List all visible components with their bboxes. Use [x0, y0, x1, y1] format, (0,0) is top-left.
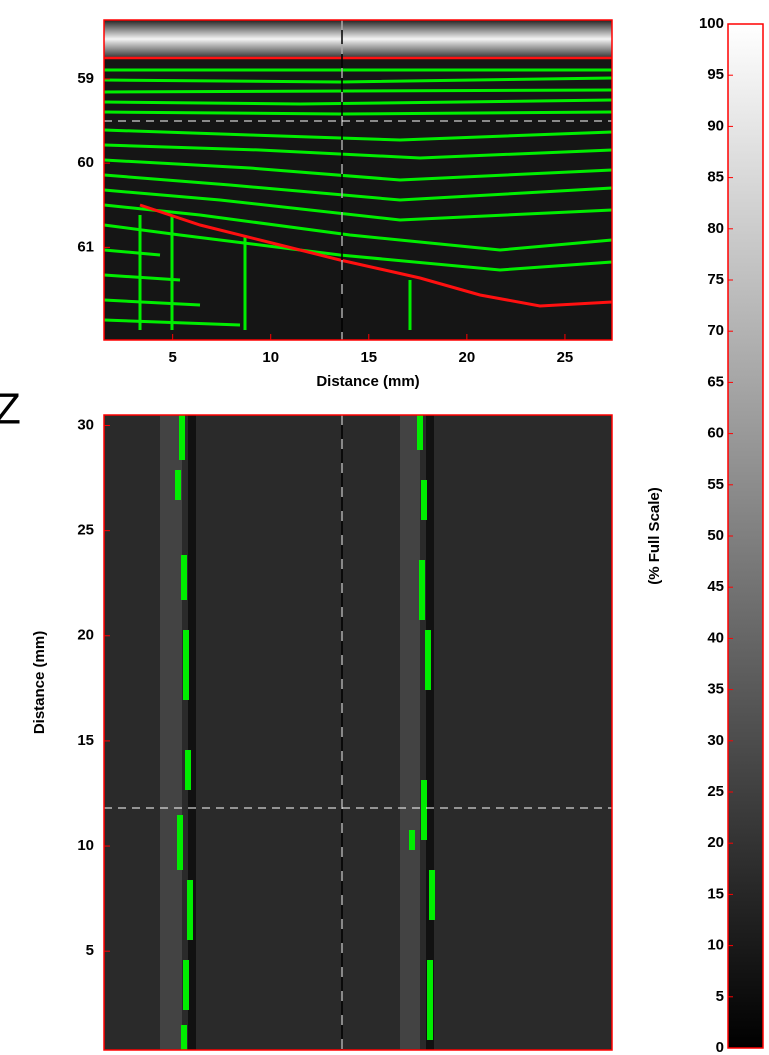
- colorbar-tick-label: 20: [707, 834, 724, 851]
- colorbar-tick-label: 15: [707, 885, 724, 902]
- y-tick-label: 60: [77, 154, 94, 171]
- colorbar-tick-label: 5: [716, 988, 724, 1005]
- y-axis-label: Distance (mm): [31, 631, 48, 734]
- colorbar-tick-label: 50: [707, 527, 724, 544]
- colorbar-tick-label: 100: [699, 15, 724, 32]
- y-tick-label: 25: [77, 522, 94, 539]
- colorbar-tick-label: 45: [707, 578, 724, 595]
- cscan-image: [104, 415, 612, 1050]
- plot-frame: [103, 414, 613, 1051]
- colorbar-label: (% Full Scale): [646, 487, 663, 585]
- colorbar-tick-label: 60: [707, 425, 724, 442]
- y-tick-label: 20: [77, 627, 94, 644]
- colorbar-tick-label: 35: [707, 681, 724, 698]
- colorbar-tick-label: 90: [707, 117, 724, 134]
- colorbar-tick-label: 0: [716, 1039, 724, 1055]
- colorbar-tick-label: 10: [707, 937, 724, 954]
- y-tick-label: 10: [77, 837, 94, 854]
- colorbar: [727, 23, 764, 1049]
- colorbar-tick-label: 30: [707, 732, 724, 749]
- plot-frame: [103, 19, 613, 341]
- x-tick-label: 10: [262, 349, 279, 366]
- x-tick-label: 25: [557, 349, 574, 366]
- y-tick-label: 61: [77, 238, 94, 255]
- colorbar-tick-label: 70: [707, 322, 724, 339]
- side-label: Z: [0, 385, 21, 434]
- colorbar-tick-label: 55: [707, 476, 724, 493]
- y-tick-label: 30: [77, 416, 94, 433]
- x-tick-label: 15: [360, 349, 377, 366]
- colorbar-tick-label: 85: [707, 169, 724, 186]
- colorbar-tick-label: 95: [707, 66, 724, 83]
- y-tick-label: 5: [86, 942, 94, 959]
- colorbar-tick-label: 25: [707, 783, 724, 800]
- x-tick-label: 5: [168, 349, 176, 366]
- y-tick-label: 59: [77, 70, 94, 87]
- colorbar-tick-label: 65: [707, 373, 724, 390]
- y-tick-label: 15: [77, 732, 94, 749]
- bscan-image: [103, 20, 613, 340]
- colorbar-tick-label: 40: [707, 629, 724, 646]
- x-tick-label: 20: [459, 349, 476, 366]
- x-axis-label: Distance (mm): [316, 373, 419, 390]
- colorbar-tick-label: 80: [707, 220, 724, 237]
- colorbar-tick-label: 75: [707, 271, 724, 288]
